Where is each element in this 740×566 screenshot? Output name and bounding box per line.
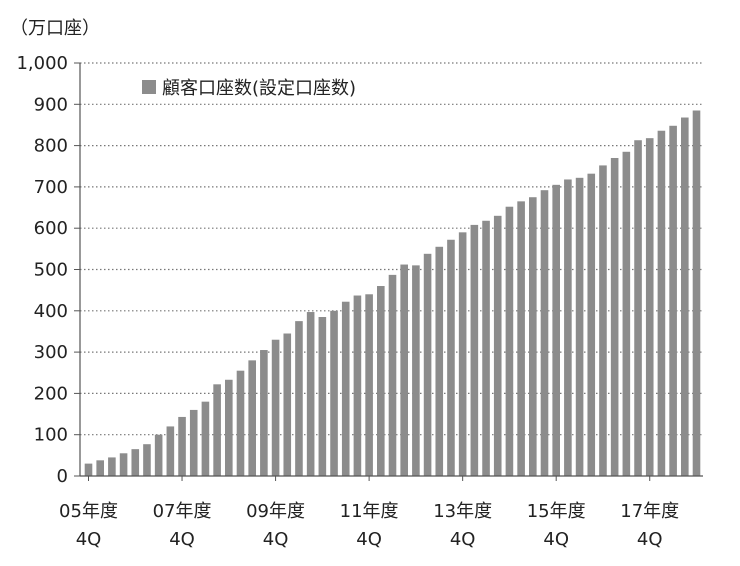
x-tick-label-quarter: 4Q <box>356 529 382 550</box>
bar <box>458 232 467 476</box>
x-tick-label-year: 13年度 <box>433 501 492 522</box>
bar <box>143 444 151 476</box>
y-tick-label: 600 <box>34 218 68 239</box>
y-tick-label: 700 <box>34 177 68 198</box>
bar <box>377 286 385 476</box>
x-tick-label-year: 05年度 <box>59 501 118 522</box>
bar <box>189 409 198 476</box>
bar <box>634 140 642 477</box>
x-tick-labels: 05年度 4Q 07年度 4Q 09年度 4Q 11年度 4Q 13年度 4Q 15年度 4Q 17年度… <box>59 476 679 550</box>
bar <box>283 333 292 476</box>
x-tick-label-year: 11年度 <box>340 501 399 522</box>
bar <box>236 370 245 476</box>
bar <box>669 125 677 476</box>
bar <box>201 401 210 476</box>
y-unit-label: （万口座） <box>10 18 100 39</box>
bar <box>365 294 373 476</box>
bar <box>622 151 631 477</box>
bar <box>482 220 490 476</box>
y-tick-labels: 0 100 200 300 400 500 600 700 800 900 1,000 <box>16 53 68 487</box>
bar <box>166 426 175 476</box>
x-tick-label-quarter: 4Q <box>263 529 289 550</box>
x-tick-label-quarter: 4Q <box>543 529 569 550</box>
bar <box>306 312 315 476</box>
bar <box>552 184 560 476</box>
bar <box>225 379 233 476</box>
bar <box>435 246 444 476</box>
bar <box>178 416 186 476</box>
bar <box>84 463 93 476</box>
bar <box>681 117 689 477</box>
bar <box>295 321 303 477</box>
bar <box>213 384 221 476</box>
y-tick-label: 100 <box>34 425 68 446</box>
bar <box>470 224 479 476</box>
x-tick-label-year: 09年度 <box>246 501 305 522</box>
axes <box>79 63 703 477</box>
bar <box>154 434 163 476</box>
bar <box>587 173 596 476</box>
bar <box>575 177 584 476</box>
bar <box>108 457 116 476</box>
gridlines <box>74 62 703 477</box>
bars <box>84 110 701 477</box>
bar <box>610 157 619 477</box>
bar <box>260 350 268 476</box>
bar <box>423 253 432 476</box>
bar <box>341 301 350 476</box>
y-tick-label: 1,000 <box>16 53 68 74</box>
bar <box>131 449 140 476</box>
bar <box>564 179 572 476</box>
y-tick-label: 900 <box>34 94 68 115</box>
bar <box>540 190 549 476</box>
bar <box>400 264 408 476</box>
y-tick-label: 200 <box>34 383 68 404</box>
bar <box>248 360 256 476</box>
x-tick-label-quarter: 4Q <box>450 529 476 550</box>
legend-label: 顧客口座数(設定口座数) <box>162 78 356 99</box>
bar <box>692 110 701 476</box>
bar <box>493 215 502 476</box>
x-tick-label-quarter: 4Q <box>169 529 195 550</box>
bar <box>529 197 537 476</box>
bar <box>318 317 327 476</box>
bar <box>517 201 525 476</box>
bar <box>271 339 280 476</box>
bar <box>645 138 654 477</box>
bar <box>353 295 362 476</box>
y-tick-label: 300 <box>34 342 68 363</box>
bar <box>412 265 420 476</box>
bar <box>96 460 104 476</box>
x-tick-label-year: 17年度 <box>620 501 679 522</box>
y-tick-label: 400 <box>34 301 68 322</box>
x-tick-label-year: 07年度 <box>153 501 212 522</box>
bar <box>119 453 128 476</box>
bar <box>505 206 514 476</box>
legend: 顧客口座数(設定口座数) <box>142 78 356 99</box>
x-tick-label-quarter: 4Q <box>76 529 102 550</box>
bar <box>330 310 338 476</box>
x-tick-label-quarter: 4Q <box>637 529 663 550</box>
bar <box>599 165 607 477</box>
legend-swatch <box>142 80 156 94</box>
y-tick-label: 500 <box>34 260 68 281</box>
bar <box>657 130 666 477</box>
bar <box>388 274 397 476</box>
x-tick-label-year: 15年度 <box>527 501 586 522</box>
bar <box>447 239 455 476</box>
y-tick-label: 800 <box>34 136 68 157</box>
y-tick-label: 0 <box>57 466 68 487</box>
